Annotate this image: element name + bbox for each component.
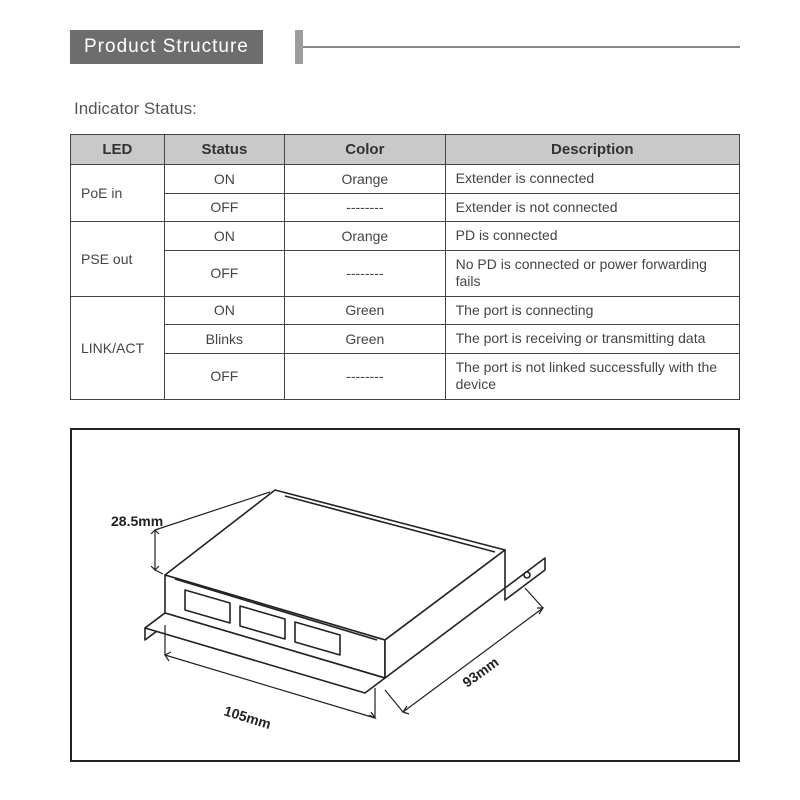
col-status: Status [164,135,284,165]
col-desc: Description [445,135,739,165]
cell-status: OFF [164,353,284,399]
cell-color: Green [285,325,446,354]
cell-desc: Extender is connected [445,165,739,194]
cell-status: OFF [164,193,284,222]
title-accent [295,30,303,64]
cell-color: -------- [285,193,446,222]
cell-color: -------- [285,250,446,296]
cell-desc: No PD is connected or power forwarding f… [445,250,739,296]
isometric-box-svg: 28.5mm 105mm 93mm [72,430,738,760]
dimension-diagram: 28.5mm 105mm 93mm [70,428,740,762]
indicator-status-table: LED Status Color Description PoE in ON O… [70,134,740,400]
cell-status: ON [164,296,284,325]
title-rule [303,46,740,48]
table-row: OFF -------- The port is not linked succ… [71,353,740,399]
dim-length: 105mm [222,702,273,731]
col-color: Color [285,135,446,165]
cell-status: ON [164,222,284,251]
cell-status: Blinks [164,325,284,354]
section-title: Product Structure [70,30,263,64]
dim-height: 28.5mm [111,513,163,529]
cell-desc: The port is not linked successfully with… [445,353,739,399]
table-caption: Indicator Status: [74,99,740,119]
table-row: PoE in ON Orange Extender is connected [71,165,740,194]
table-header-row: LED Status Color Description [71,135,740,165]
cell-desc: The port is connecting [445,296,739,325]
table-row: LINK/ACT ON Green The port is connecting [71,296,740,325]
table-row: OFF -------- Extender is not connected [71,193,740,222]
cell-color: -------- [285,353,446,399]
table-row: OFF -------- No PD is connected or power… [71,250,740,296]
section-title-banner: Product Structure [70,30,740,64]
cell-led: PoE in [71,165,165,222]
cell-led: PSE out [71,222,165,297]
cell-status: OFF [164,250,284,296]
cell-color: Orange [285,222,446,251]
cell-led: LINK/ACT [71,296,165,399]
cell-color: Orange [285,165,446,194]
cell-status: ON [164,165,284,194]
col-led: LED [71,135,165,165]
cell-desc: The port is receiving or transmitting da… [445,325,739,354]
dim-width: 93mm [459,653,501,690]
table-row: PSE out ON Orange PD is connected [71,222,740,251]
cell-desc: PD is connected [445,222,739,251]
cell-desc: Extender is not connected [445,193,739,222]
table-row: Blinks Green The port is receiving or tr… [71,325,740,354]
cell-color: Green [285,296,446,325]
